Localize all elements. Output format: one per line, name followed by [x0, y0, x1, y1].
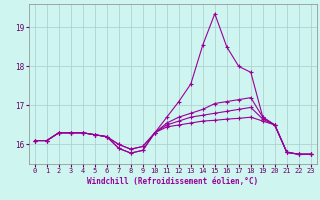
- X-axis label: Windchill (Refroidissement éolien,°C): Windchill (Refroidissement éolien,°C): [87, 177, 258, 186]
